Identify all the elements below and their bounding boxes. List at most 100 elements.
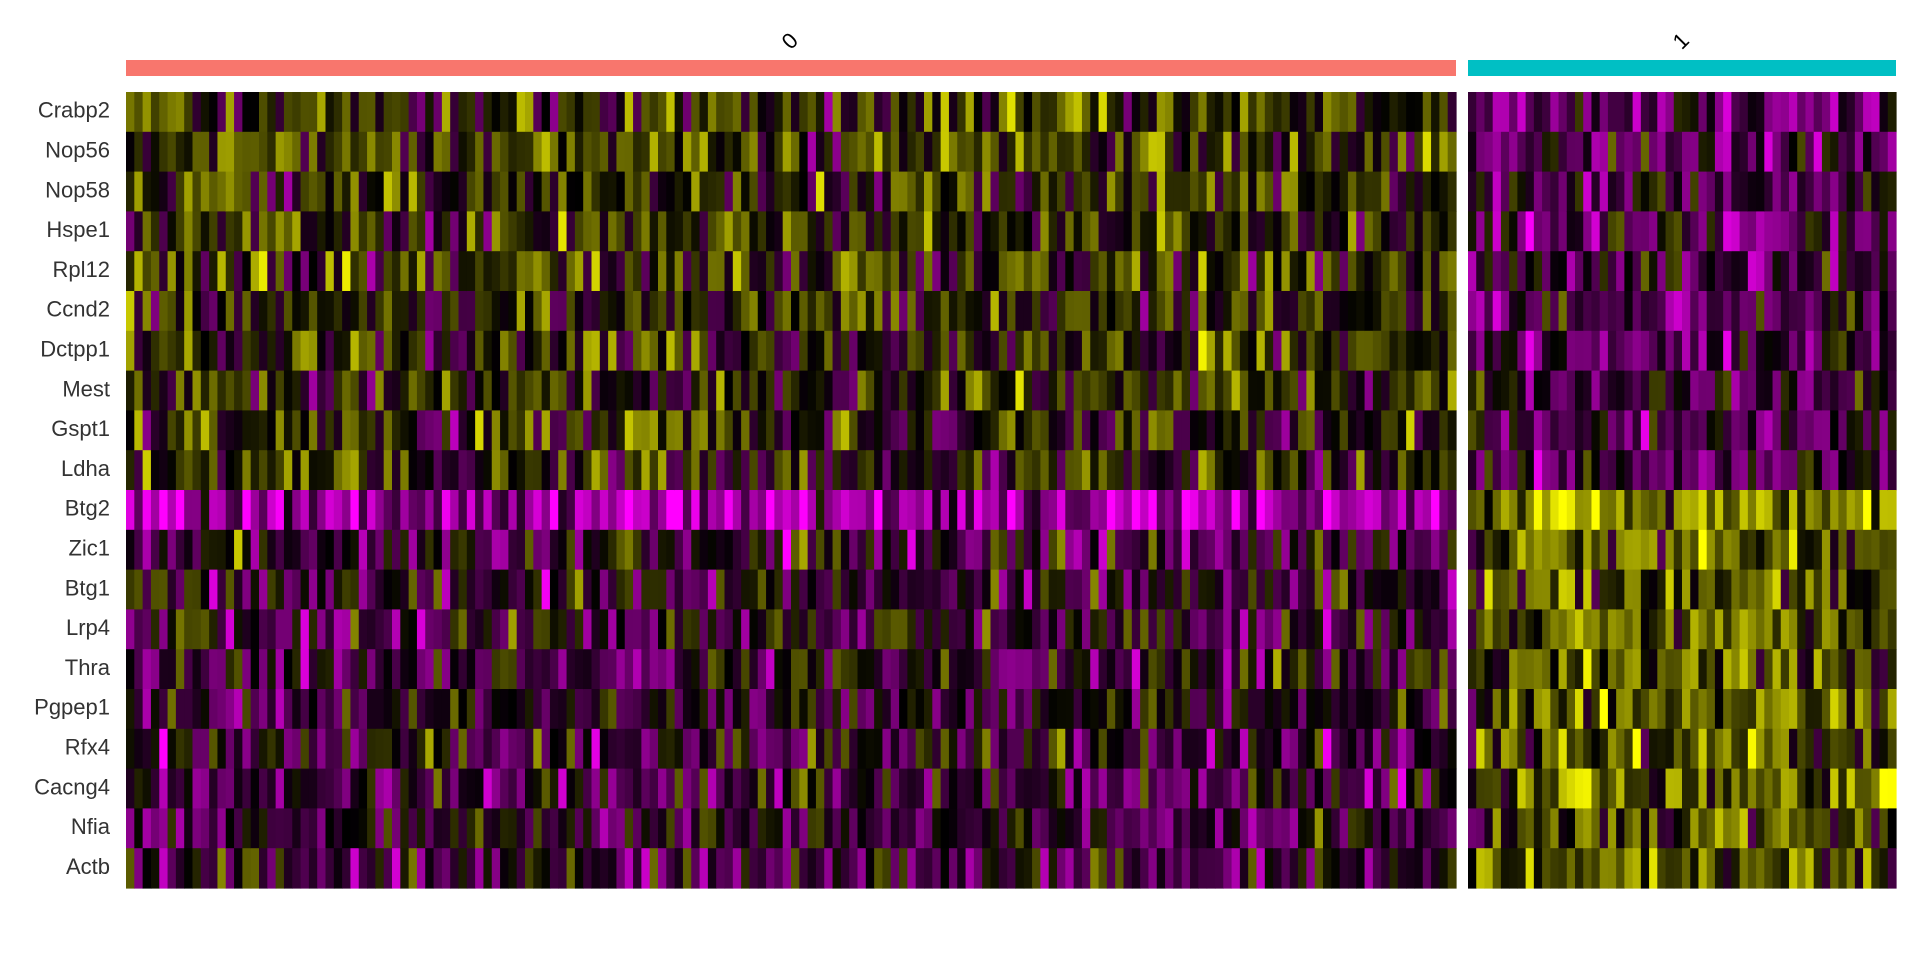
heatmap-cell	[508, 171, 518, 212]
heatmap-cell	[691, 569, 701, 610]
heatmap-cell	[1805, 291, 1815, 332]
heatmap-cell	[1797, 490, 1807, 531]
heatmap-cell	[1706, 450, 1716, 491]
heatmap-cell	[674, 649, 684, 690]
heatmap-cell	[616, 131, 626, 173]
heatmap-cell	[633, 330, 642, 372]
heatmap-cell	[1422, 211, 1432, 252]
heatmap-cell	[342, 649, 352, 690]
heatmap-cell	[1476, 728, 1486, 770]
heatmap-cell	[1331, 251, 1341, 292]
heatmap-cell	[1057, 490, 1066, 531]
heatmap-cell	[1123, 689, 1133, 730]
heatmap-cell	[832, 768, 842, 809]
heatmap-cell	[1422, 92, 1432, 133]
heatmap-cell	[1583, 251, 1593, 292]
heatmap-cell	[1156, 291, 1166, 332]
heatmap-cell	[416, 171, 426, 212]
heatmap-cell	[1264, 410, 1274, 451]
heatmap-cell	[1665, 92, 1675, 133]
heatmap-cell	[616, 609, 626, 650]
heatmap-cell	[1698, 529, 1708, 571]
heatmap-cell	[857, 92, 867, 133]
heatmap-cell	[1533, 410, 1543, 451]
heatmap-cell	[1591, 569, 1601, 610]
heatmap-cell	[491, 131, 501, 173]
heatmap-cell	[641, 490, 651, 531]
heatmap-cell	[1023, 291, 1033, 332]
heatmap-cell	[1739, 330, 1749, 372]
heatmap-cell	[982, 728, 992, 770]
heatmap-cell	[591, 728, 601, 770]
gene-label: Cacng4	[34, 774, 110, 799]
heatmap-cell	[1115, 609, 1125, 650]
heatmap-cell	[516, 330, 526, 372]
heatmap-cell	[890, 649, 900, 690]
heatmap-cell	[525, 410, 534, 451]
heatmap-cell	[549, 808, 559, 849]
heatmap-cell	[1214, 649, 1224, 690]
heatmap-cell	[608, 211, 618, 252]
heatmap-cell	[317, 808, 327, 849]
heatmap-cell	[1624, 171, 1634, 212]
heatmap-cell	[1665, 569, 1675, 610]
heatmap-cell	[1181, 92, 1191, 133]
heatmap-cell	[1583, 490, 1593, 531]
heatmap-cell	[1140, 330, 1150, 372]
heatmap-cell	[1591, 649, 1601, 690]
heatmap-cell	[1115, 848, 1125, 889]
heatmap-cell	[965, 728, 975, 770]
heatmap-cell	[1264, 609, 1274, 650]
heatmap-cell	[466, 211, 476, 252]
heatmap-cell	[1558, 330, 1568, 372]
heatmap-cell	[599, 490, 609, 531]
heatmap-cell	[1032, 171, 1041, 212]
heatmap-cell	[184, 689, 194, 730]
heatmap-cell	[957, 848, 967, 889]
heatmap-cell	[1406, 171, 1416, 212]
heatmap-cell	[1756, 768, 1765, 809]
heatmap-cell	[1273, 569, 1283, 610]
heatmap-cell	[1323, 490, 1332, 531]
heatmap-cell	[1165, 330, 1174, 372]
heatmap-cell	[749, 808, 759, 849]
heatmap-cell	[1542, 370, 1551, 411]
heatmap-cell	[1772, 410, 1782, 451]
heatmap-cell	[1632, 291, 1642, 332]
heatmap-cell	[1640, 171, 1650, 212]
heatmap-cell	[1846, 92, 1856, 133]
heatmap-cell	[973, 689, 983, 730]
heatmap-cell	[907, 131, 917, 173]
heatmap-cell	[1289, 410, 1299, 451]
heatmap-cell	[1830, 808, 1839, 849]
heatmap-cell	[491, 529, 501, 571]
heatmap-cell	[1098, 609, 1108, 650]
heatmap-cell	[134, 330, 144, 372]
heatmap-cell	[1264, 92, 1274, 133]
heatmap-cell	[1723, 251, 1732, 292]
heatmap-cell	[375, 768, 385, 809]
heatmap-cell	[1015, 609, 1025, 650]
heatmap-cell	[774, 689, 784, 730]
heatmap-cell	[957, 808, 967, 849]
heatmap-cell	[874, 689, 884, 730]
heatmap-cell	[1414, 131, 1424, 173]
heatmap-cell	[699, 848, 709, 889]
heatmap-cell	[1281, 410, 1291, 451]
heatmap-cell	[899, 251, 908, 292]
heatmap-cell	[682, 131, 692, 173]
heatmap-cell	[1306, 529, 1316, 571]
heatmap-cell	[1558, 450, 1568, 491]
heatmap-cell	[1389, 609, 1399, 650]
heatmap-cell	[707, 728, 717, 770]
heatmap-cell	[874, 609, 884, 650]
heatmap-cell	[383, 649, 393, 690]
heatmap-cell	[1231, 609, 1241, 650]
heatmap-cell	[267, 131, 277, 173]
heatmap-cell	[458, 689, 468, 730]
heatmap-cell	[549, 92, 559, 133]
heatmap-cell	[807, 649, 817, 690]
heatmap-cell	[1525, 131, 1535, 173]
heatmap-cell	[1073, 808, 1083, 849]
heatmap-cell	[159, 728, 169, 770]
